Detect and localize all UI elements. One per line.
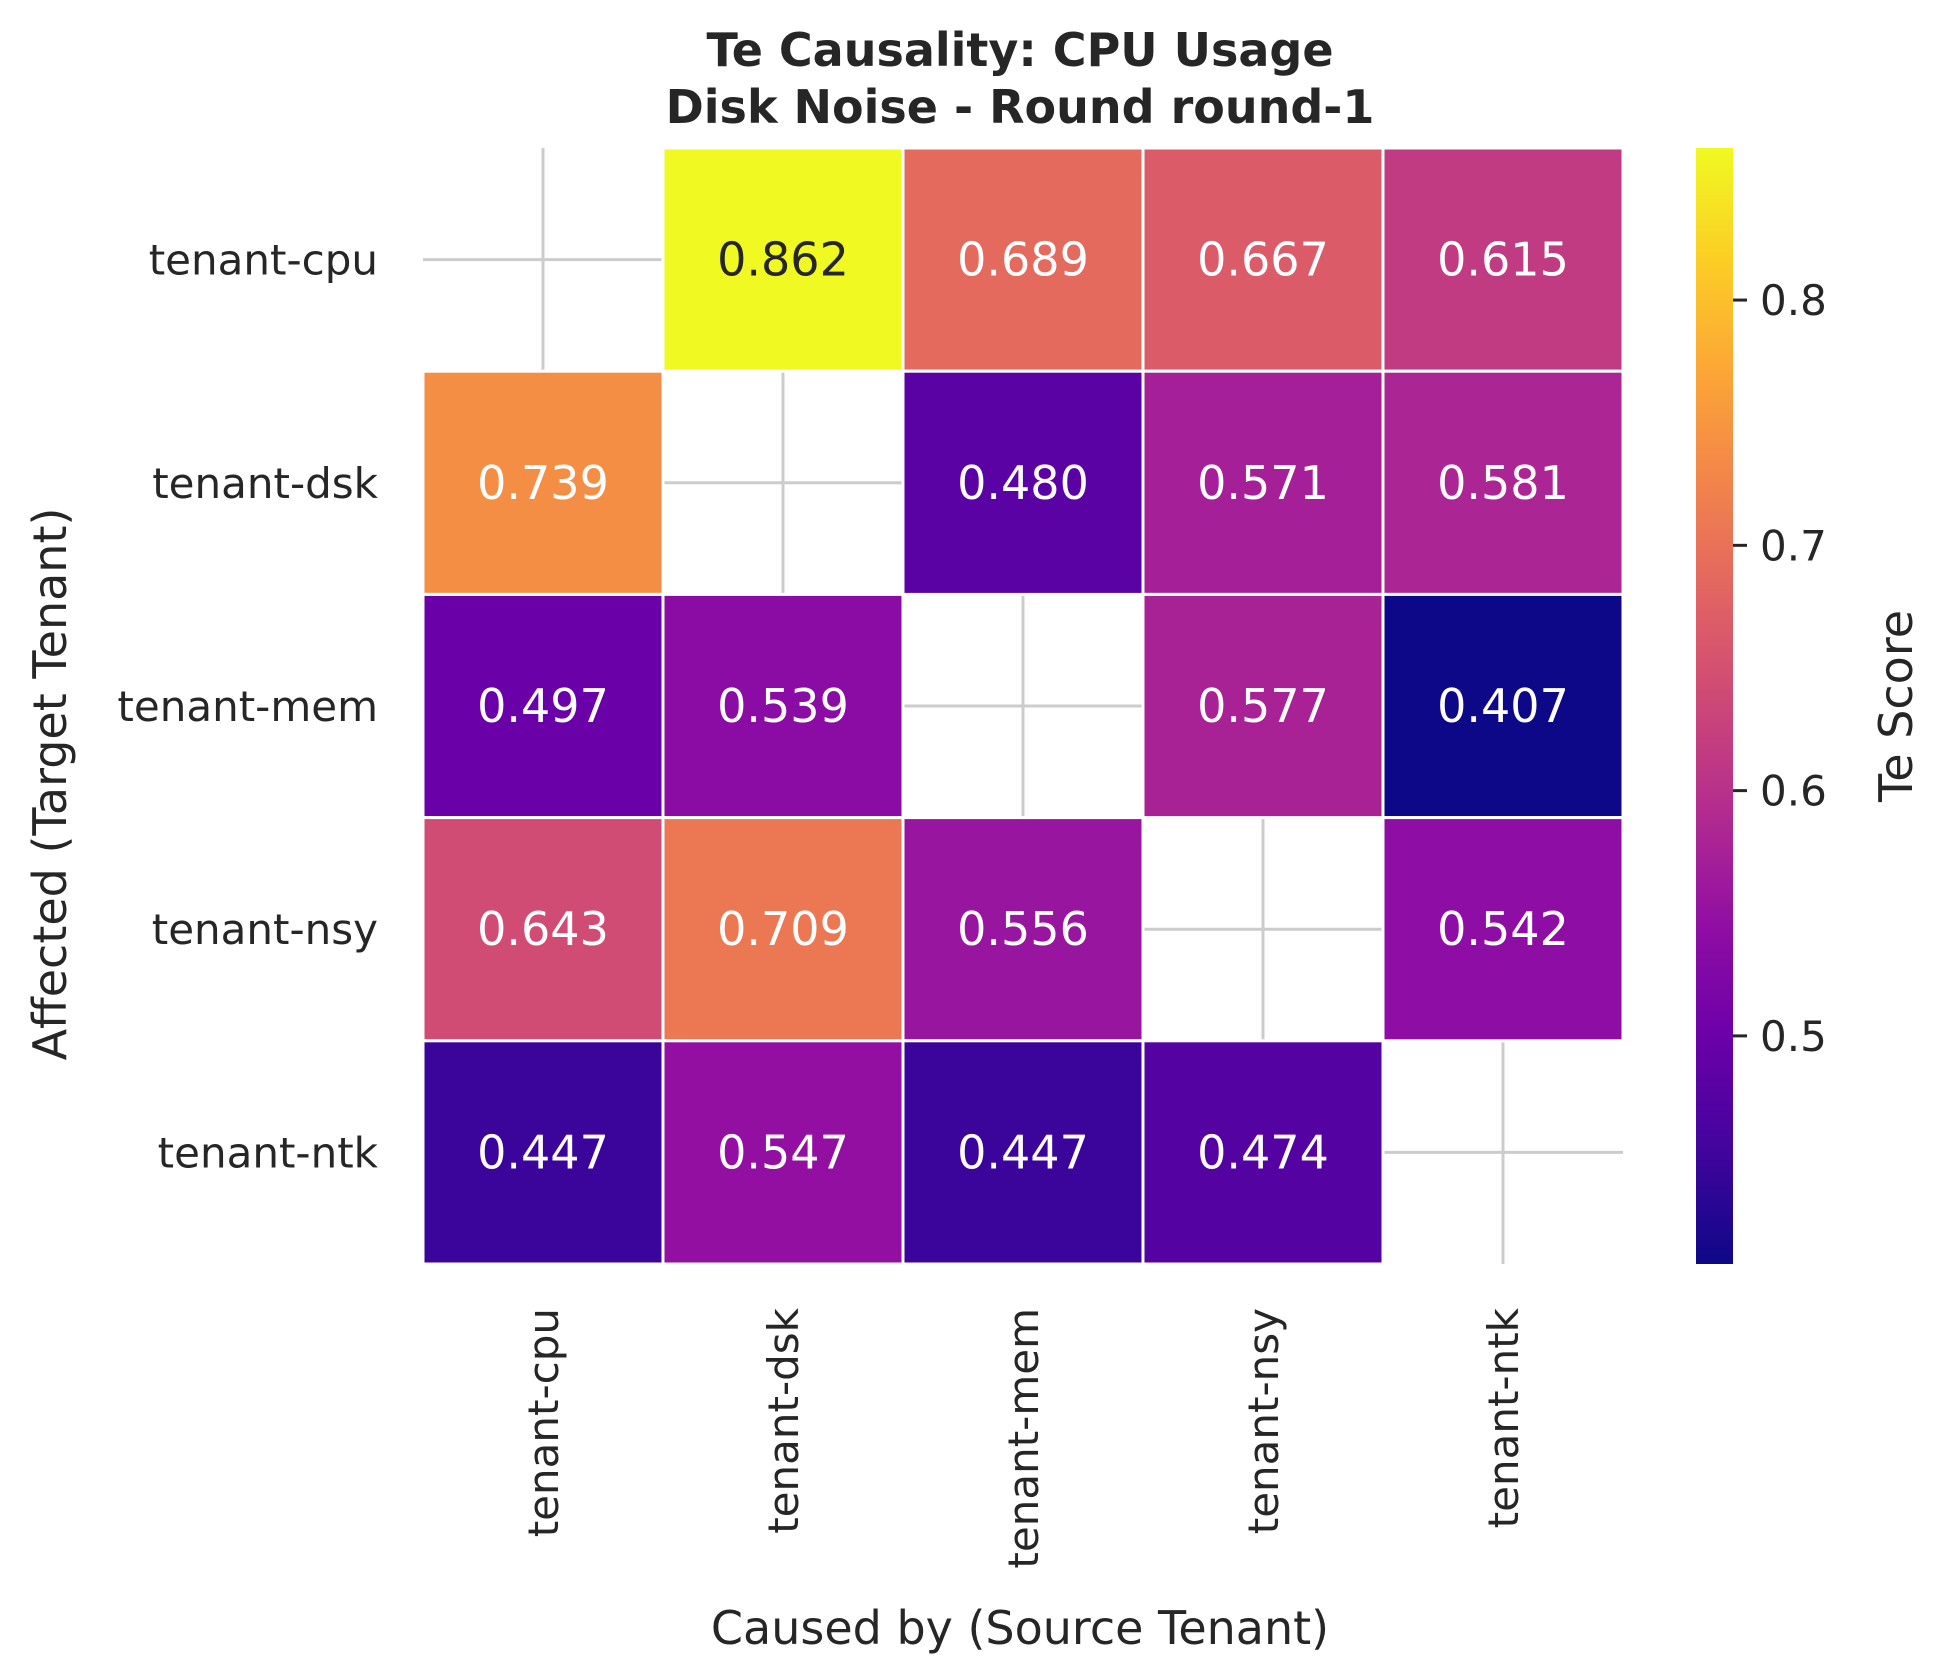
cell-value-label: 0.447 [957,1125,1089,1179]
heatmap-cell [1381,369,1625,596]
cell-value-label: 0.615 [1437,233,1569,287]
heatmap-cell [1141,592,1385,820]
colorbar-label: Te Score [1869,610,1923,803]
cell-value-label: 0.447 [477,1125,609,1179]
cell-value-label: 0.480 [957,456,1089,510]
cell-value-label: 0.581 [1437,456,1569,510]
chart-title-line-1: Te Causality: CPU Usage [706,23,1333,77]
x-tick-label: tenant-cpu [519,1308,568,1537]
x-tick-label: tenant-mem [999,1308,1048,1569]
cell-value-label: 0.577 [1197,679,1329,733]
heatmap-cell [661,1039,905,1266]
x-tick-label: tenant-ntk [1479,1307,1528,1528]
colorbar-tick-label: 0.7 [1760,521,1827,570]
y-tick-label: tenant-nsy [152,905,378,954]
y-axis-label: Affected (Target Tenant) [23,508,77,1061]
heatmap-cell [901,1039,1145,1266]
heatmap-cell [1141,369,1385,596]
colorbar-ticks: 0.5 0.6 0.7 0.8 [1733,276,1827,1061]
cell-value-label: 0.667 [1197,233,1329,287]
heatmap-cell [421,816,665,1043]
heatmap-cell [901,369,1145,596]
cell-value-label: 0.643 [477,902,609,956]
heatmap-cell [1381,146,1625,373]
y-tick-labels: tenant-cpu tenant-dsk tenant-mem tenant-nsy… [117,236,378,1178]
heatmap-cell [421,592,665,820]
cell-value-label: 0.739 [477,456,609,510]
y-tick-label: tenant-mem [117,682,378,731]
heatmap-cell [1381,816,1625,1043]
cell-value-label: 0.497 [477,679,609,733]
heatmap-cell [901,146,1145,373]
chart-title-line-2: Disk Noise - Round round-1 [666,80,1375,134]
colorbar-gradient [1696,148,1733,1264]
heatmap-cell [1141,1039,1385,1266]
cell-value-label: 0.862 [717,233,849,287]
heatmap-cell [421,1039,665,1266]
cell-value-label: 0.709 [717,902,849,956]
cell-value-label: 0.474 [1197,1125,1329,1179]
colorbar-tick-label: 0.6 [1760,767,1827,816]
cell-value-label: 0.547 [717,1125,849,1179]
x-axis-label: Caused by (Source Tenant) [711,1601,1329,1655]
heatmap-cell [901,816,1145,1043]
cell-value-label: 0.689 [957,233,1089,287]
x-tick-labels: tenant-cpu tenant-dsk tenant-mem tenant-nsy… [519,1307,1528,1568]
colorbar: 0.5 0.6 0.7 0.8 Te Score [1696,148,1923,1264]
heatmap-cells: 0.862 0.689 0.667 0.615 0.739 0.480 0.571 0.581… [421,146,1625,1266]
y-tick-label: tenant-dsk [152,459,378,508]
cell-value-label: 0.542 [1437,902,1569,956]
cell-value-label: 0.539 [717,679,849,733]
x-tick-label: tenant-dsk [759,1307,808,1533]
cell-value-label: 0.571 [1197,456,1329,510]
cell-value-label: 0.407 [1437,679,1569,733]
y-tick-label: tenant-cpu [149,236,378,285]
y-tick-label: tenant-ntk [158,1128,379,1177]
heatmap-cell [421,369,665,596]
heatmap-cell [661,592,905,820]
cell-value-label: 0.556 [957,902,1089,956]
x-tick-label: tenant-nsy [1239,1308,1288,1534]
colorbar-tick-label: 0.5 [1760,1012,1827,1061]
colorbar-tick-label: 0.8 [1760,276,1827,325]
